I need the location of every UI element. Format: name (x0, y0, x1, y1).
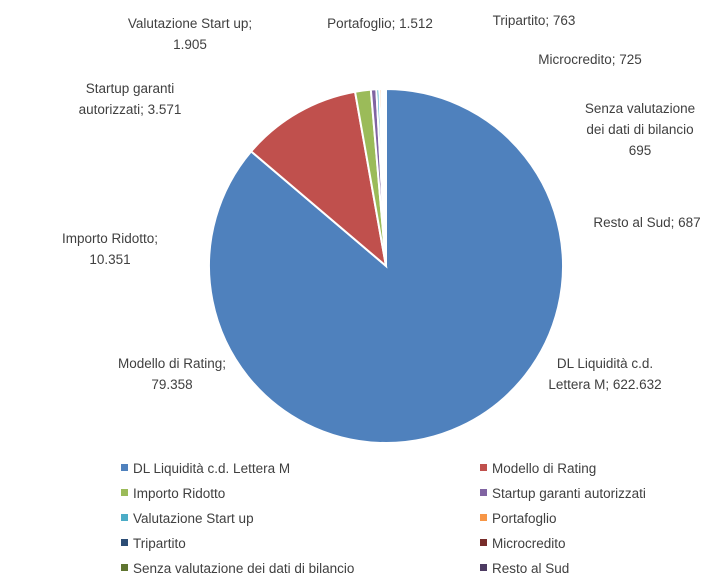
legend-swatch (121, 539, 128, 546)
legend-label: Tripartito (133, 536, 186, 551)
legend-swatch (480, 564, 487, 571)
data-label: DL Liquidità c.d. Lettera M; 622.632 (548, 356, 661, 392)
data-label: Importo Ridotto; 10.351 (62, 231, 158, 267)
legend-swatch (121, 489, 128, 496)
legend-label: Startup garanti autorizzati (492, 486, 646, 501)
legend-label: Portafoglio (492, 511, 557, 526)
data-label-line: Senza valutazione (585, 101, 695, 116)
legend-swatch (121, 514, 128, 521)
legend-label: Microcredito (492, 536, 566, 551)
data-label-line: Valutazione Start up; (128, 16, 252, 31)
data-label: Tripartito; 763 (493, 13, 576, 28)
data-label-line: 695 (629, 143, 652, 158)
data-label-line: 10.351 (89, 252, 130, 267)
data-label-line: Resto al Sud; 687 (593, 215, 700, 230)
legend-label: DL Liquidità c.d. Lettera M (133, 461, 290, 476)
data-label-line: Portafoglio; 1.512 (327, 16, 433, 31)
legend-swatch (480, 464, 487, 471)
legend-swatch (480, 489, 487, 496)
legend-label: Importo Ridotto (133, 486, 225, 501)
data-label: Valutazione Start up; 1.905 (128, 16, 252, 52)
data-label-line: Startup garanti (86, 81, 175, 96)
data-label: Startup garanti autorizzati; 3.571 (79, 81, 182, 117)
pie-slice (249, 90, 388, 269)
data-label-line: DL Liquidità c.d. (557, 356, 653, 371)
legend-label: Valutazione Start up (133, 511, 254, 526)
data-label: Microcredito; 725 (538, 52, 642, 67)
data-label-line: 1.905 (173, 37, 207, 52)
legend-label: Senza valutazione dei dati di bilancio (133, 561, 354, 576)
legend-swatch (121, 464, 128, 471)
legend-swatch (480, 514, 487, 521)
pie-slice (383, 87, 387, 267)
data-label-line: autorizzati; 3.571 (79, 102, 182, 117)
legend-swatch (121, 564, 128, 571)
data-label-line: Lettera M; 622.632 (548, 377, 661, 392)
data-label: Senza valutazione dei dati di bilancio 695 (585, 101, 695, 158)
data-label-line: 79.358 (151, 377, 192, 392)
data-label: Resto al Sud; 687 (593, 215, 700, 230)
data-label-line: Modello di Rating; (118, 356, 226, 371)
data-label-line: Importo Ridotto; (62, 231, 158, 246)
legend-label: Resto al Sud (492, 561, 569, 576)
legend-label: Modello di Rating (492, 461, 596, 476)
data-label-line: Microcredito; 725 (538, 52, 642, 67)
data-label-line: Tripartito; 763 (493, 13, 576, 28)
data-label-line: dei dati di bilancio (586, 122, 693, 137)
data-label: Portafoglio; 1.512 (327, 16, 433, 31)
data-label: Modello di Rating; 79.358 (118, 356, 226, 392)
legend-swatch (480, 539, 487, 546)
